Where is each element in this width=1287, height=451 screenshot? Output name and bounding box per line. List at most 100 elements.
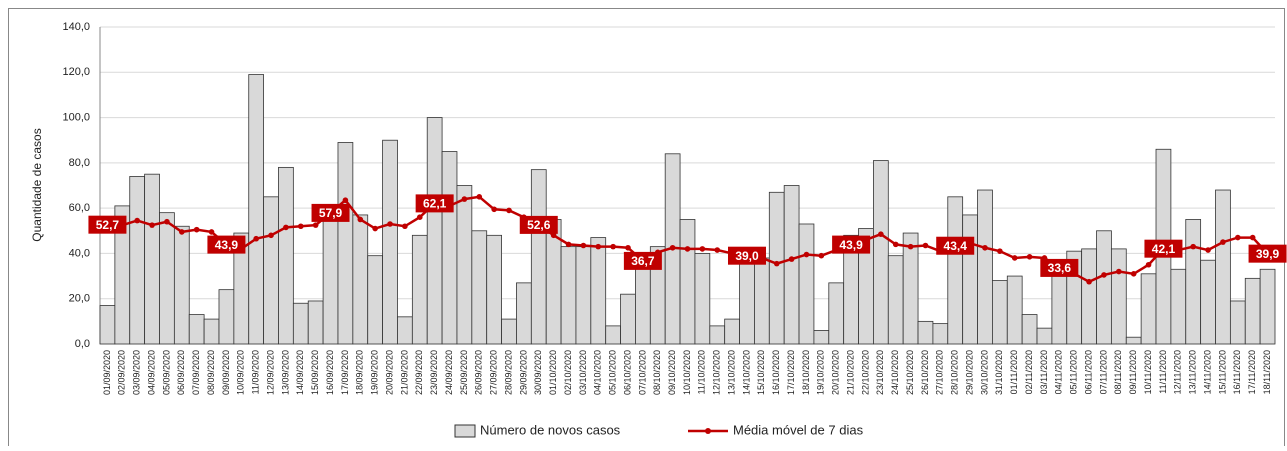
bar xyxy=(411,234,428,345)
bar xyxy=(516,282,532,345)
bar xyxy=(188,314,205,345)
bar xyxy=(590,237,607,345)
line-marker xyxy=(773,260,780,267)
data-label: 39,0 xyxy=(735,249,759,263)
x-tick-label: 24/09/2020 xyxy=(444,350,454,395)
data-label-box xyxy=(623,251,662,270)
x-tick-label: 10/09/2020 xyxy=(236,350,246,395)
x-tick-label: 01/09/2020 xyxy=(102,350,112,395)
bar xyxy=(768,191,785,345)
bar xyxy=(962,214,978,345)
line-marker xyxy=(922,242,929,249)
data-label-box xyxy=(1040,258,1079,277)
y-tick-label: 60,0 xyxy=(69,202,90,214)
x-tick-label: 29/10/2020 xyxy=(964,350,974,395)
bar xyxy=(144,173,160,345)
line-marker xyxy=(1249,234,1256,241)
bar xyxy=(1036,327,1053,345)
bar xyxy=(709,325,726,345)
x-tick-label: 16/11/2020 xyxy=(1232,350,1242,394)
legend-label: Média móvel de 7 dias xyxy=(733,422,864,437)
bar xyxy=(352,214,369,345)
line-marker xyxy=(1011,255,1018,261)
x-tick-label: 11/10/2020 xyxy=(697,350,707,394)
bar xyxy=(635,257,651,345)
line-marker xyxy=(610,243,616,250)
bar xyxy=(1140,273,1157,345)
x-tick-label: 13/09/2020 xyxy=(280,350,290,395)
x-tick-label: 20/09/2020 xyxy=(384,350,394,395)
bar xyxy=(441,151,458,345)
line-marker xyxy=(283,224,289,231)
x-tick-label: 25/09/2020 xyxy=(459,350,469,395)
line-marker xyxy=(387,221,393,227)
line-marker xyxy=(997,248,1003,254)
data-label-box xyxy=(936,236,975,255)
data-label-box xyxy=(1248,244,1287,263)
line-marker xyxy=(491,206,497,213)
x-tick-label: 02/11/2020 xyxy=(1024,350,1034,394)
bar xyxy=(1259,268,1276,345)
line-marker xyxy=(179,229,185,235)
bar xyxy=(1006,275,1023,345)
line-marker xyxy=(506,207,512,214)
line-marker xyxy=(982,244,988,251)
bar xyxy=(486,234,502,345)
data-label-box xyxy=(415,194,454,213)
y-tick-label: 20,0 xyxy=(69,293,90,305)
x-tick-label: 27/09/2020 xyxy=(489,350,499,395)
data-label: 33,6 xyxy=(1048,261,1072,275)
bar xyxy=(1200,259,1216,345)
x-tick-label: 05/09/2020 xyxy=(161,350,171,395)
data-label-box xyxy=(311,203,350,222)
line-marker xyxy=(892,241,899,248)
bar xyxy=(292,302,309,345)
y-tick-label: 40,0 xyxy=(69,247,90,259)
data-label: 52,6 xyxy=(527,218,551,232)
x-tick-label: 17/11/2020 xyxy=(1247,350,1257,394)
bar xyxy=(278,166,294,345)
x-tick-label: 14/09/2020 xyxy=(295,350,305,395)
y-tick-label: 80,0 xyxy=(69,157,90,169)
x-tick-label: 04/09/2020 xyxy=(146,350,156,395)
x-tick-label: 09/09/2020 xyxy=(221,350,231,395)
x-tick-label: 03/11/2020 xyxy=(1039,350,1049,394)
x-tick-label: 13/10/2020 xyxy=(726,350,736,395)
x-tick-label: 18/10/2020 xyxy=(801,350,811,395)
x-tick-label: 08/10/2020 xyxy=(652,350,662,395)
data-label: 36,7 xyxy=(631,254,655,268)
bar xyxy=(947,196,964,345)
line-marker xyxy=(1235,234,1241,241)
bar xyxy=(1051,275,1068,345)
line-marker xyxy=(1190,243,1196,250)
bar xyxy=(159,212,175,345)
line-marker xyxy=(416,214,423,220)
x-tick-label: 16/09/2020 xyxy=(325,350,335,395)
line-marker xyxy=(714,247,721,253)
line-marker xyxy=(164,218,170,225)
x-tick-label: 01/10/2020 xyxy=(548,350,558,395)
line-marker xyxy=(134,217,140,224)
bar xyxy=(99,305,116,345)
line-marker xyxy=(1026,254,1033,260)
x-tick-label: 24/10/2020 xyxy=(890,350,900,395)
x-tick-label: 06/09/2020 xyxy=(176,350,186,395)
line-marker xyxy=(297,223,304,230)
bar xyxy=(501,318,517,345)
line-marker xyxy=(1086,278,1092,285)
x-tick-label: 09/11/2020 xyxy=(1128,350,1138,394)
data-label: 52,7 xyxy=(96,218,120,232)
x-tick-label: 15/10/2020 xyxy=(756,350,766,395)
data-label-box xyxy=(1144,239,1183,258)
data-label: 43,9 xyxy=(215,238,239,252)
line-marker xyxy=(1145,261,1152,268)
bar xyxy=(902,232,919,345)
x-tick-label: 23/10/2020 xyxy=(875,350,885,395)
data-label-box xyxy=(727,246,766,265)
bar xyxy=(218,289,235,345)
x-tick-label: 23/09/2020 xyxy=(429,350,439,395)
x-tick-label: 17/10/2020 xyxy=(786,350,796,395)
x-tick-label: 19/09/2020 xyxy=(370,350,380,395)
bar xyxy=(977,189,993,345)
bar xyxy=(932,323,949,345)
